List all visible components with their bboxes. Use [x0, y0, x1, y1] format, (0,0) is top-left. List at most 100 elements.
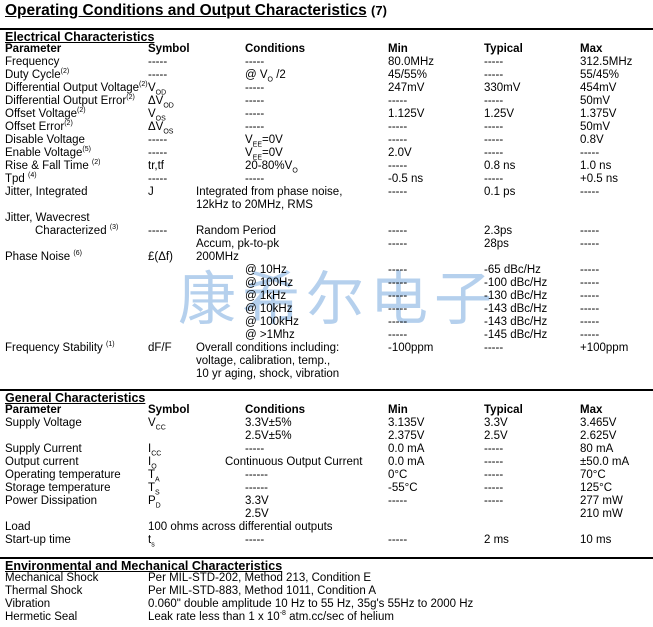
typical-cell: 3.3V — [484, 417, 508, 429]
section-title: General Characteristics — [5, 391, 146, 405]
min-cell: 0.0 mA — [388, 456, 425, 468]
max-cell: 277 mW — [580, 495, 623, 507]
min-cell: 3.135V — [388, 417, 425, 429]
min-cell: ----- — [388, 134, 408, 146]
min-cell: ----- — [388, 160, 408, 172]
min-cell: ----- — [388, 534, 408, 546]
text-part: I — [148, 443, 152, 455]
subscript: CC — [155, 424, 166, 432]
superscript: (5) — [82, 146, 91, 154]
spec-cell: Per MIL-STD-202, Method 213, Condition E — [148, 572, 372, 584]
parameter-cell: Differential Output Error(2) — [5, 94, 135, 108]
max-cell: +0.5 ns — [580, 173, 619, 185]
max-cell: 210 mW — [580, 508, 623, 520]
symbol-cell: ----- — [148, 173, 168, 185]
max-cell: ----- — [580, 238, 600, 250]
superscript: (6) — [73, 250, 82, 258]
subscript: O — [292, 167, 298, 175]
min-cell: ----- — [388, 495, 408, 507]
min-cell: -100ppm — [388, 342, 434, 354]
max-cell: ----- — [580, 264, 600, 276]
typical-cell: -100 dBc/Hz — [484, 277, 548, 289]
min-cell: 2.375V — [388, 430, 425, 442]
parameter-cell: Disable Voltage — [5, 134, 85, 146]
item-cell: Mechanical Shock — [5, 572, 99, 584]
text-part: t — [148, 534, 152, 546]
subscript: CC — [151, 450, 162, 458]
conditions-cell: 20-80%VO — [245, 160, 298, 175]
superscript: (3) — [109, 224, 119, 232]
column-header: Parameter — [5, 404, 62, 416]
spec-cell: Leak rate less than 1 x 10-8 atm.cc/sec … — [148, 610, 394, 624]
conditions-cell: 12kHz to 20MHz, RMS — [196, 199, 313, 211]
subscript: A — [155, 476, 160, 484]
typical-cell: ----- — [484, 56, 504, 68]
parameter-cell: Jitter, Integrated — [5, 186, 88, 198]
parameter-cell: Operating temperature — [5, 469, 121, 481]
conditions-cell: @ VO /2 — [245, 69, 286, 83]
min-cell: ----- — [388, 329, 408, 341]
min-cell: 0.0 mA — [388, 443, 425, 455]
text-part: Differential Output Error — [5, 95, 127, 107]
min-cell: 80.0MHz — [388, 56, 435, 68]
subscript: OD — [155, 89, 167, 97]
text-part: Leak rate less than 1 x 10 — [148, 611, 280, 623]
text-part: Differential Output Voltage — [5, 82, 140, 94]
spec-cell: Per MIL-STD-883, Method 1011, Condition … — [148, 585, 376, 597]
symbol-cell: ts — [148, 534, 155, 548]
conditions-cell: @ 10kHz — [245, 303, 293, 315]
text-part: Phase Noise — [5, 251, 74, 263]
text-part: @ V — [245, 69, 268, 81]
symbol-cell: ----- — [148, 56, 168, 68]
max-cell: ----- — [580, 186, 600, 198]
title-text: Operating Conditions and Output Characte… — [5, 2, 367, 19]
typical-cell: ----- — [484, 469, 504, 481]
min-cell: 2.0V — [388, 147, 412, 159]
column-header: Max — [580, 404, 603, 416]
min-cell: ----- — [388, 186, 408, 198]
parameter-cell: Supply Voltage — [5, 417, 82, 429]
parameter-cell: Storage temperature — [5, 482, 111, 494]
typical-cell: 28ps — [484, 238, 509, 250]
typical-cell: ----- — [484, 69, 504, 81]
symbol-cell: PD — [148, 495, 161, 510]
symbol-cell: ----- — [148, 134, 168, 146]
parameter-cell: Frequency Stability (1) — [5, 341, 115, 355]
text-part: Characterized — [35, 225, 110, 237]
text-part: Offset Voltage — [5, 108, 78, 120]
min-cell: 1.125V — [388, 108, 425, 120]
text-part: ΔV — [148, 95, 164, 107]
text-part: V — [148, 417, 156, 429]
superscript: (2) — [60, 68, 70, 76]
text-part: T — [148, 482, 156, 494]
text-part: V — [148, 82, 156, 94]
max-cell: ----- — [580, 225, 600, 237]
min-cell: 247mV — [388, 82, 425, 94]
symbol-cell: J — [148, 186, 154, 198]
symbol-cell: ----- — [148, 225, 168, 237]
conditions-cell: @ 10Hz — [245, 264, 287, 276]
conditions-cell: Overall conditions including: — [196, 342, 340, 354]
max-cell: ----- — [580, 316, 600, 328]
max-cell: +100ppm — [580, 342, 629, 354]
max-cell: 125°C — [580, 482, 613, 494]
subscript: D — [155, 502, 161, 510]
text-part: Enable Voltage — [5, 147, 83, 159]
conditions-cell: ----- — [245, 82, 265, 94]
superscript: (2) — [91, 159, 101, 167]
max-cell: 3.465V — [580, 417, 617, 429]
typical-cell: ----- — [484, 482, 504, 494]
conditions-cell: ----- — [245, 56, 265, 68]
symbol-cell: TA — [148, 469, 160, 484]
conditions-cell: ----- — [245, 534, 265, 546]
text-part: atm.cc/sec of helium — [285, 611, 394, 623]
max-cell: ----- — [580, 147, 600, 159]
column-header: Conditions — [245, 404, 306, 416]
symbol-cell: ΔVOD — [148, 95, 174, 109]
conditions-cell: 2.5V±5% — [245, 430, 292, 442]
parameter-cell: Offset Voltage(2) — [5, 107, 86, 121]
min-cell: ----- — [388, 316, 408, 328]
conditions-cell: ----- — [245, 121, 265, 133]
typical-cell: -65 dBc/Hz — [484, 264, 541, 276]
parameter-cell: Rise & Fall Time (2) — [5, 159, 101, 173]
